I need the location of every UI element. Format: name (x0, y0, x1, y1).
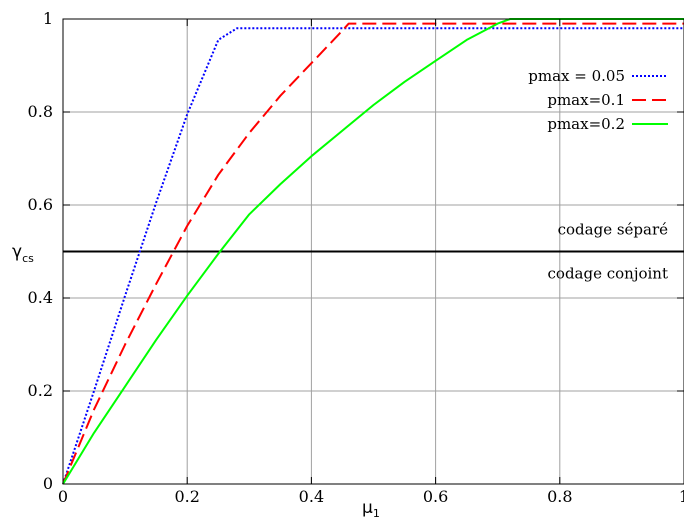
x-tick-label-4: 0.8 (547, 487, 572, 506)
series-line-0 (62, 27, 684, 485)
x-tick-label-3: 0.6 (423, 487, 448, 506)
tick-layer: 0 0.2 0.4 0.6 0.8 1 0 0.2 0.4 0.6 0.8 1 (28, 9, 684, 506)
y-axis-label: γcs (12, 242, 34, 265)
x-axis-label: μ1 (362, 498, 380, 520)
legend-label-pmax-02: pmax=0.2 (547, 115, 625, 133)
grid (63, 19, 684, 484)
x-axis-label-main: μ (362, 498, 373, 518)
y-tick-label-3: 0.6 (28, 195, 53, 214)
y-axis-label-main: γ (12, 242, 22, 262)
y-axis-label-subscript: cs (22, 252, 34, 265)
y-tick-label-2: 0.4 (28, 288, 53, 307)
y-tick-label-4: 0.8 (28, 102, 53, 121)
annotation-joint-coding: codage conjoint (548, 265, 668, 283)
x-tick-label-5: 1 (679, 487, 684, 506)
plot-frame (62, 18, 684, 485)
legend-label-pmax-005: pmax = 0.05 (528, 67, 625, 85)
y-tick-label-1: 0.2 (28, 381, 53, 400)
legend: pmax = 0.05 pmax=0.1 pmax=0.2 (528, 67, 668, 133)
x-tick-label-2: 0.4 (299, 487, 324, 506)
y-tick-label-0: 0 (43, 474, 53, 493)
legend-label-pmax-01: pmax=0.1 (547, 91, 625, 109)
series-line-1 (62, 22, 684, 485)
y-tick-label-5: 1 (43, 9, 53, 28)
x-axis-label-subscript: 1 (373, 507, 380, 520)
annotation-separate-coding: codage séparé (558, 221, 669, 239)
x-tick-label-0: 0 (58, 487, 68, 506)
x-tick-label-1: 0.2 (174, 487, 199, 506)
